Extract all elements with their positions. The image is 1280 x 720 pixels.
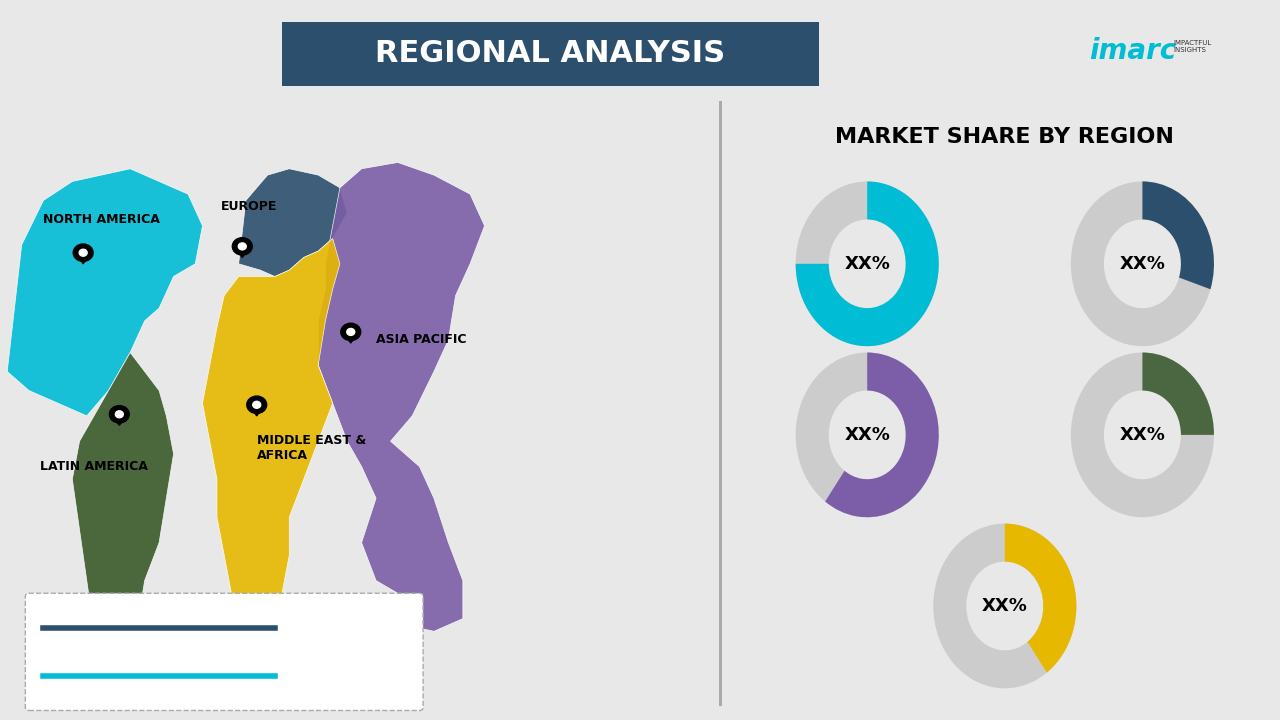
Polygon shape	[72, 353, 174, 682]
Text: LATIN AMERICA: LATIN AMERICA	[40, 460, 147, 473]
Wedge shape	[1005, 523, 1076, 672]
Circle shape	[115, 411, 123, 418]
Polygon shape	[114, 418, 124, 426]
Wedge shape	[933, 523, 1076, 688]
Polygon shape	[346, 335, 356, 343]
Text: MARKET SHARE BY REGION: MARKET SHARE BY REGION	[836, 127, 1174, 147]
Text: XX%: XX%	[982, 597, 1028, 615]
Polygon shape	[319, 163, 485, 631]
Text: REGIONAL ANALYSIS: REGIONAL ANALYSIS	[375, 40, 726, 68]
Wedge shape	[1071, 181, 1213, 346]
Wedge shape	[796, 353, 938, 517]
Circle shape	[73, 244, 93, 261]
Text: LARGEST REGION: LARGEST REGION	[44, 599, 165, 612]
Wedge shape	[1071, 353, 1213, 517]
Text: XX: XX	[303, 647, 323, 660]
Polygon shape	[238, 168, 347, 276]
Polygon shape	[8, 168, 202, 416]
Circle shape	[247, 396, 266, 413]
Text: XX%: XX%	[845, 426, 890, 444]
Wedge shape	[1143, 353, 1213, 435]
Circle shape	[347, 328, 355, 336]
Circle shape	[233, 238, 252, 255]
Text: MIDDLE EAST &
AFRICA: MIDDLE EAST & AFRICA	[257, 433, 366, 462]
Wedge shape	[1143, 181, 1213, 289]
Polygon shape	[251, 408, 262, 416]
Wedge shape	[796, 181, 938, 346]
Text: FASTEST GROWING REGION: FASTEST GROWING REGION	[44, 647, 236, 660]
Text: ASIA PACIFIC: ASIA PACIFIC	[376, 333, 467, 346]
FancyBboxPatch shape	[26, 593, 424, 711]
Circle shape	[340, 323, 361, 341]
Polygon shape	[202, 238, 340, 631]
Circle shape	[238, 243, 246, 250]
Polygon shape	[78, 256, 88, 264]
Text: XX: XX	[303, 599, 323, 612]
Text: EUROPE: EUROPE	[220, 200, 276, 213]
Text: NORTH AMERICA: NORTH AMERICA	[44, 213, 160, 226]
Text: IMPACTFUL
INSIGHTS: IMPACTFUL INSIGHTS	[1174, 40, 1212, 53]
Wedge shape	[796, 181, 938, 346]
Text: imarc: imarc	[1089, 37, 1176, 65]
Text: XX%: XX%	[1120, 255, 1165, 273]
Text: XX%: XX%	[845, 255, 890, 273]
Circle shape	[109, 405, 129, 423]
Wedge shape	[826, 353, 938, 517]
Text: XX%: XX%	[1120, 426, 1165, 444]
Circle shape	[252, 401, 261, 408]
Polygon shape	[237, 250, 248, 258]
Circle shape	[79, 249, 87, 256]
